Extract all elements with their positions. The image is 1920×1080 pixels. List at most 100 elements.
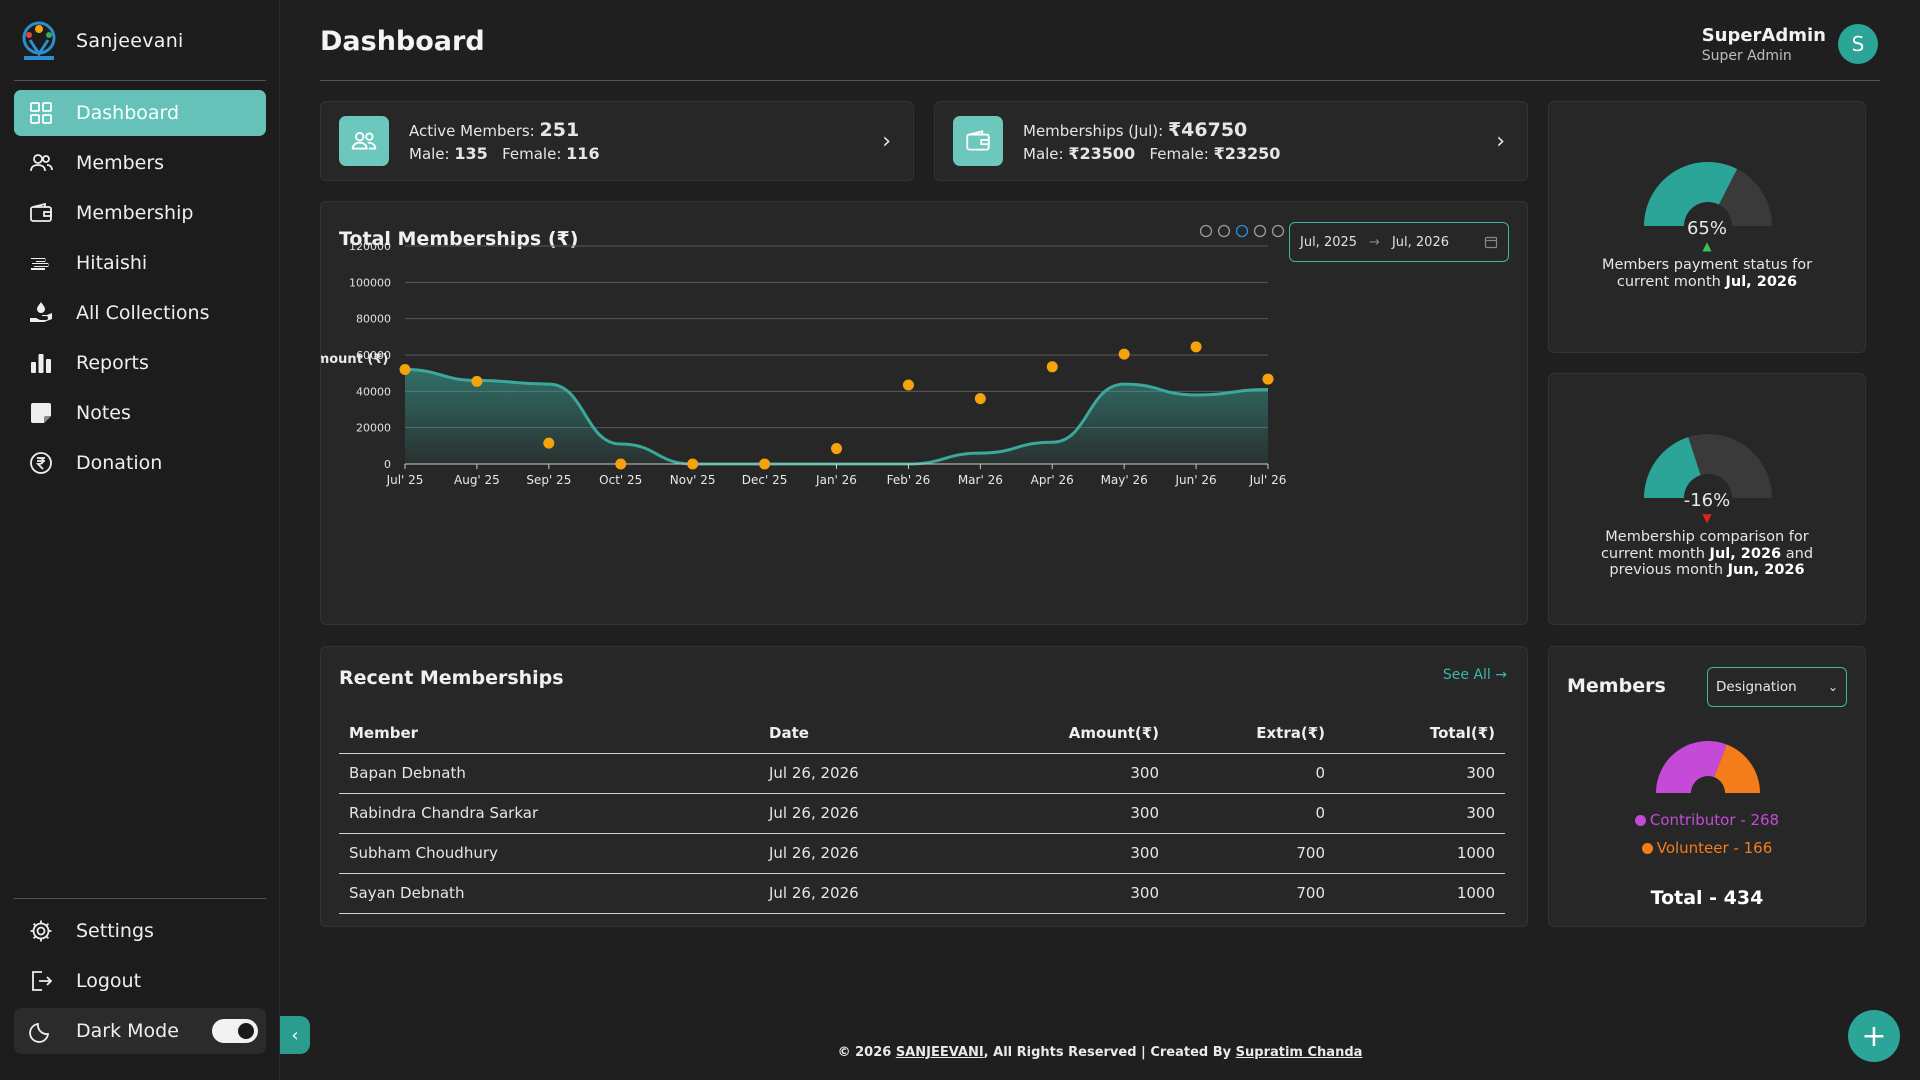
cell-date: Jul 26, 2026 xyxy=(759,793,969,834)
zoom-out-icon[interactable] xyxy=(1217,224,1231,238)
members-designation-card: Members Designation ⌄ Contributor - 268 … xyxy=(1548,646,1866,927)
table-row[interactable]: Sayan Debnath Jul 26, 2026 300 700 1000 xyxy=(339,873,1505,914)
desc-month: Jul, 2026 xyxy=(1709,545,1782,562)
data-point xyxy=(399,364,411,376)
y-tick-label: 100000 xyxy=(349,276,391,289)
footer-author-link[interactable]: Supratim Chanda xyxy=(1235,1045,1363,1060)
date-range-picker[interactable]: Jul, 2025 → Jul, 2026 xyxy=(1289,222,1509,262)
date-to[interactable]: Jul, 2026 xyxy=(1391,234,1449,250)
sidebar-divider xyxy=(14,898,266,899)
x-tick-label: Sep' 25 xyxy=(526,473,571,487)
recent-title: Recent Memberships xyxy=(339,667,564,689)
gauge-percent: -16% xyxy=(1683,490,1731,511)
zoom-select-icon[interactable] xyxy=(1235,224,1249,238)
cell-member: Rabindra Chandra Sarkar xyxy=(339,793,759,834)
cell-amount: 300 xyxy=(969,753,1169,794)
legend-label: Volunteer - 166 xyxy=(1656,839,1773,857)
x-tick-label: Nov' 25 xyxy=(670,473,716,487)
sidebar-item-all-collections[interactable]: All Collections xyxy=(14,290,266,336)
date-from[interactable]: Jul, 2025 xyxy=(1300,234,1358,250)
chevron-right-icon[interactable]: › xyxy=(1496,129,1505,154)
sidebar-item-notes[interactable]: Notes xyxy=(14,390,266,436)
table-row[interactable]: Rabindra Chandra Sarkar Jul 26, 2026 300 0 3… xyxy=(339,793,1505,834)
footer-brand-link[interactable]: SANJEEVANI xyxy=(895,1045,984,1060)
sidebar-item-members[interactable]: Members xyxy=(14,140,266,186)
memberships-card[interactable]: Memberships (Jul): ₹46750 Male: ₹23500 F… xyxy=(934,101,1528,181)
gauge-fill xyxy=(1644,162,1738,226)
zoom-in-icon[interactable] xyxy=(1199,224,1213,238)
sidebar-item-settings[interactable]: Settings xyxy=(14,908,266,954)
desc-text: Members payment status for current month xyxy=(1601,257,1813,290)
user-menu[interactable]: SuperAdmin Super Admin S xyxy=(1702,24,1878,64)
y-tick-label: 60000 xyxy=(356,349,391,362)
sidebar-item-reports[interactable]: Reports xyxy=(14,340,266,386)
col-member: Member xyxy=(339,713,759,754)
table-row[interactable]: Bapan Debnath Jul 26, 2026 300 0 300 xyxy=(339,753,1505,794)
sidebar-item-label: Reports xyxy=(76,352,149,374)
sidebar-item-logout[interactable]: Logout xyxy=(14,958,266,1004)
cell-extra: 0 xyxy=(1169,793,1335,834)
recent-memberships-card: Recent Memberships See All → Member Date… xyxy=(320,646,1528,927)
membership-comparison-card: -16% ▼ Membership comparison for current… xyxy=(1548,373,1866,625)
active-members-card[interactable]: Active Members: 251 Male: 135 Female: 11… xyxy=(320,101,914,181)
legend-dot xyxy=(1634,814,1646,826)
trend-down-icon: ▼ xyxy=(1702,511,1712,525)
x-tick-label: Jun' 26 xyxy=(1175,473,1217,487)
members-card-title: Members xyxy=(1567,675,1666,697)
legend-dot xyxy=(1641,842,1653,854)
legend-label: Contributor - 268 xyxy=(1649,811,1780,829)
dark-mode-label: Dark Mode xyxy=(76,1020,179,1042)
desc-prev-month: Jun, 2026 xyxy=(1727,562,1805,579)
data-point xyxy=(1118,348,1130,360)
sidebar-item-label: Donation xyxy=(76,452,163,474)
see-all-link[interactable]: See All → xyxy=(1442,667,1507,683)
pan-icon[interactable] xyxy=(1253,224,1267,238)
cell-member: Bapan Debnath xyxy=(339,753,759,794)
handshake-icon xyxy=(31,258,49,270)
y-tick-label: 120000 xyxy=(349,240,391,253)
chevron-down-icon: ⌄ xyxy=(1827,680,1838,694)
table-row[interactable]: Subham Choudhury Jul 26, 2026 300 700 1000 xyxy=(339,833,1505,874)
col-date: Date xyxy=(759,713,969,754)
avatar[interactable]: S xyxy=(1838,24,1878,64)
moon-icon xyxy=(29,1022,50,1043)
wallet-icon xyxy=(953,116,1003,166)
cell-date: Jul 26, 2026 xyxy=(759,753,969,794)
members-total: Total - 434 xyxy=(1650,887,1764,909)
brand[interactable]: Sanjeevani xyxy=(16,18,184,64)
desc-text: Membership comparison for current month xyxy=(1600,529,1809,562)
footer: © 2026 SANJEEVANI, All Rights Reserved |… xyxy=(320,1045,1880,1060)
users-icon xyxy=(30,154,53,172)
cell-amount: 300 xyxy=(969,833,1169,874)
user-name: SuperAdmin xyxy=(1701,24,1826,46)
home-icon[interactable] xyxy=(1271,224,1285,238)
add-button[interactable]: + xyxy=(1848,1010,1900,1062)
table-header-row: Member Date Amount(₹) Extra(₹) Total(₹) xyxy=(339,713,1505,754)
bar-chart-icon xyxy=(31,354,51,373)
sidebar-item-hitaishi[interactable]: Hitaishi xyxy=(14,240,266,286)
x-tick-label: Dec' 25 xyxy=(742,473,788,487)
sidebar-nav: Dashboard Members Membership Hitaishi Al… xyxy=(14,90,266,490)
cell-member: Subham Choudhury xyxy=(339,833,759,874)
data-point xyxy=(615,458,627,470)
legend-contributor: Contributor - 268 xyxy=(1549,811,1865,829)
payment-status-card: 65% ▲ Members payment status for current… xyxy=(1548,101,1866,353)
x-tick-label: May' 26 xyxy=(1101,473,1148,487)
sidebar-item-donation[interactable]: Donation xyxy=(14,440,266,486)
data-point xyxy=(471,375,483,387)
donut-slice-volunteer xyxy=(1714,744,1760,793)
designation-select[interactable]: Designation ⌄ xyxy=(1707,667,1847,707)
sidebar-item-membership[interactable]: Membership xyxy=(14,190,266,236)
sidebar-item-dashboard[interactable]: Dashboard xyxy=(14,90,266,136)
recent-memberships-table: Member Date Amount(₹) Extra(₹) Total(₹) … xyxy=(339,713,1505,914)
collapse-sidebar-button[interactable]: ‹ xyxy=(280,1016,310,1054)
memberships-label: Memberships (Jul): xyxy=(1023,121,1164,140)
logout-icon xyxy=(32,971,53,991)
chevron-right-icon[interactable]: › xyxy=(882,129,891,154)
gauge-description: Membership comparison for current month … xyxy=(1549,529,1865,579)
calendar-icon[interactable] xyxy=(1484,235,1498,249)
sanjeevani-logo xyxy=(22,21,56,60)
cell-total: 1000 xyxy=(1335,833,1505,874)
memberships-value: ₹46750 xyxy=(1167,118,1248,141)
dark-mode-toggle[interactable] xyxy=(212,1019,258,1043)
